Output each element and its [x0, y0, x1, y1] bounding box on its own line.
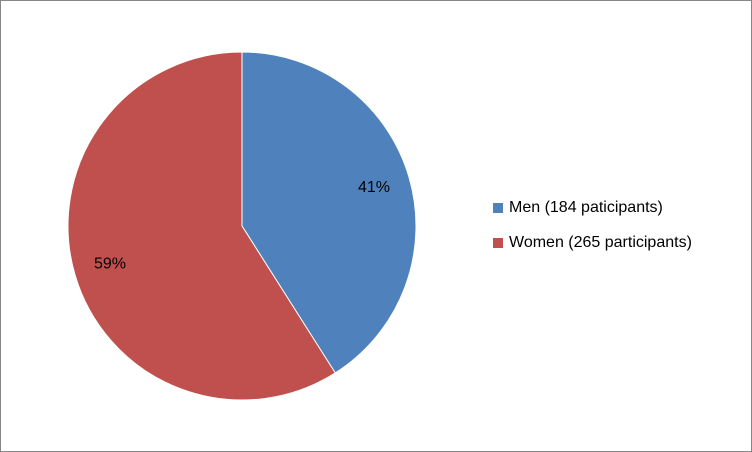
data-label: 59% [94, 256, 126, 273]
data-label: 41% [358, 179, 390, 196]
pie-slice [241, 51, 417, 374]
pie-slice [67, 51, 336, 401]
legend-swatch [493, 203, 503, 213]
legend-swatch [493, 238, 503, 248]
legend-label: Women (265 participants) [509, 234, 692, 251]
legend-label: Men (184 paticipants) [509, 199, 663, 216]
